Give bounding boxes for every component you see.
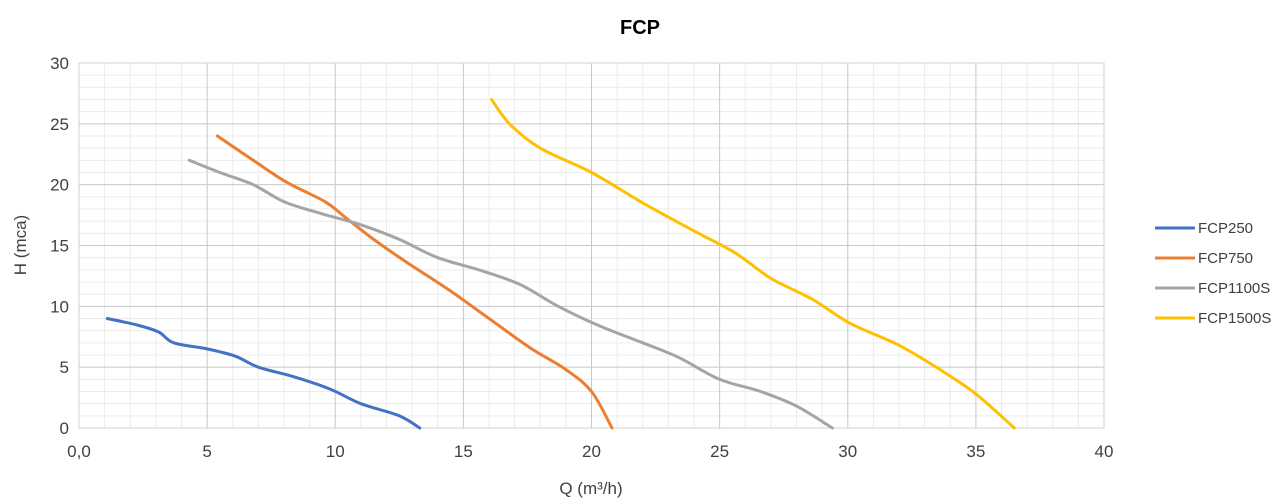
legend-label-fcp250: FCP250 [1198,220,1253,237]
y-axis-ticks: 0 5 10 15 20 25 30 [50,54,69,438]
x-tick-label: 15 [454,442,473,461]
series-line-fcp750 [215,134,614,430]
x-tick-label: 20 [582,442,601,461]
y-tick-label: 0 [60,419,69,438]
y-axis-label: H (mca) [11,215,30,275]
y-tick-label: 25 [50,115,69,134]
x-tick-label: 0,0 [67,442,91,461]
plot-area-border [78,62,1105,429]
series-layer [105,98,1016,430]
y-tick-label: 20 [50,176,69,195]
legend: FCP250 FCP750 FCP1100S FCP1500S [1155,220,1271,327]
y-tick-label: 30 [50,54,69,73]
legend-label-fcp1100s: FCP1100S [1198,280,1270,297]
x-tick-label: 10 [326,442,345,461]
x-tick-label: 5 [202,442,211,461]
series-line-fcp1500s [490,98,1016,430]
y-tick-label: 10 [50,297,69,316]
x-tick-label: 40 [1095,442,1114,461]
legend-label-fcp750: FCP750 [1198,250,1253,267]
chart-title: FCP [620,17,660,39]
x-tick-label: 35 [966,442,985,461]
legend-label-fcp1500s: FCP1500S [1198,310,1271,327]
series-line-fcp1100s [187,158,834,430]
x-tick-label: 30 [838,442,857,461]
x-axis-label: Q (m³/h) [559,479,622,498]
y-tick-label: 5 [60,358,69,377]
y-tick-label: 15 [50,237,69,256]
series-line-fcp250 [105,317,422,430]
x-axis-ticks: 0,0 5 10 15 20 25 30 35 40 [67,442,1113,461]
x-tick-label: 25 [710,442,729,461]
